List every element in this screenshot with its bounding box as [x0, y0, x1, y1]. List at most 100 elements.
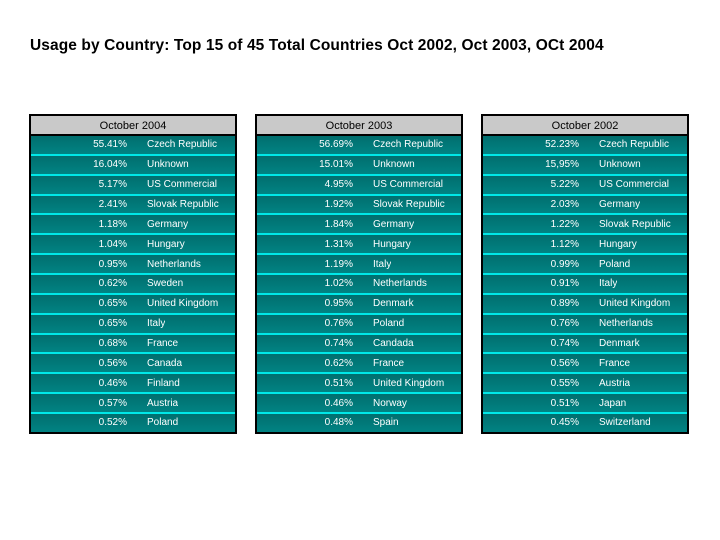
table-row: 0.68% France — [31, 334, 235, 355]
row-percent: 0.56% — [98, 357, 127, 369]
row-country: Czech Republic — [147, 139, 218, 151]
table-row: 0.55% Austria — [483, 374, 687, 395]
table-row: 0.99% Poland — [483, 255, 687, 276]
row-country: Canada — [147, 357, 183, 369]
row-percent: 0.62% — [324, 357, 353, 369]
row-percent: 1.22% — [550, 218, 579, 230]
table-row: 0.51% United Kingdom — [257, 374, 461, 395]
row-percent: 1.04% — [98, 238, 127, 250]
row-country: Netherlands — [147, 258, 201, 270]
row-percent: 1.92% — [324, 199, 353, 210]
row-country: United Kingdom — [373, 377, 445, 389]
table-row: 0.89% United Kingdom — [483, 294, 687, 315]
table-row: 0.91% Italy — [483, 275, 687, 295]
table-row: 2.03% Germany — [483, 195, 687, 216]
table-row: 1.31% Hungary — [257, 235, 461, 256]
page-title: Usage by Country: Top 15 of 45 Total Cou… — [30, 37, 604, 54]
usage-table-october-2002: October 2002 52.23% Czech Republic 15,95% U… — [481, 114, 689, 434]
table-row: 52.23% Czech Republic — [483, 136, 687, 156]
row-country: France — [373, 357, 405, 369]
row-country: Denmark — [373, 298, 414, 310]
row-percent: 0.46% — [98, 377, 127, 389]
row-country: Italy — [147, 318, 166, 330]
table-row: 15,95% Unknown — [483, 155, 687, 176]
tables-container: October 2004 55.41% Czech Republic 16.04% U… — [29, 114, 689, 434]
row-percent: 5.22% — [550, 179, 579, 191]
table-row: 0.95% Denmark — [257, 294, 461, 315]
row-percent: 0.76% — [550, 318, 579, 330]
row-percent: 0.65% — [98, 318, 127, 330]
row-country: Slovak Republic — [373, 199, 445, 210]
row-country: Czech Republic — [599, 139, 670, 151]
row-percent: 16.04% — [93, 159, 127, 171]
table-rows: 52.23% Czech Republic 15,95% Unknown 5.22% US… — [483, 136, 687, 432]
row-percent: 2.03% — [550, 199, 579, 210]
table-row: 0.57% Austria — [31, 394, 235, 415]
row-percent: 1.02% — [324, 278, 353, 290]
table-row: 0.74% Denmark — [483, 334, 687, 355]
row-percent: 0.95% — [98, 258, 127, 270]
row-country: Japan — [599, 397, 627, 409]
table-row: 2.41% Slovak Republic — [31, 195, 235, 216]
table-row: 0.76% Poland — [257, 314, 461, 335]
row-percent: 0.55% — [550, 377, 579, 389]
row-country: Netherlands — [599, 318, 653, 330]
table-row: 1.02% Netherlands — [257, 275, 461, 295]
row-country: Poland — [373, 318, 405, 330]
row-percent: 1.19% — [324, 258, 353, 270]
row-country: France — [147, 338, 179, 350]
row-percent: 0.45% — [550, 417, 579, 429]
row-country: Germany — [599, 199, 641, 210]
table-row: 1.18% Germany — [31, 215, 235, 236]
table-row: 1.84% Germany — [257, 215, 461, 236]
table-row: 0.65% United Kingdom — [31, 294, 235, 315]
row-country: Hungary — [599, 238, 637, 250]
row-percent: 0.74% — [550, 338, 579, 350]
table-row: 55.41% Czech Republic — [31, 136, 235, 156]
table-row: 0.56% Canada — [31, 354, 235, 375]
row-percent: 0.46% — [324, 397, 353, 409]
row-percent: 0.95% — [324, 298, 353, 310]
table-row: 0.76% Netherlands — [483, 314, 687, 335]
row-country: Unknown — [373, 159, 415, 171]
row-percent: 1.84% — [324, 218, 353, 230]
row-percent: 1.31% — [324, 238, 353, 250]
row-country: Hungary — [373, 238, 411, 250]
row-percent: 55.41% — [93, 139, 127, 151]
table-header: October 2002 — [483, 116, 687, 136]
row-percent: 0.76% — [324, 318, 353, 330]
table-row: 5.17% US Commercial — [31, 175, 235, 196]
table-row: 0.74% Candada — [257, 334, 461, 355]
row-country: Slovak Republic — [147, 199, 219, 210]
row-country: United Kingdom — [147, 298, 219, 310]
table-row: 1.04% Hungary — [31, 235, 235, 256]
row-country: Unknown — [147, 159, 189, 171]
row-percent: 0.68% — [98, 338, 127, 350]
row-country: Germany — [373, 218, 415, 230]
table-row: 0.62% France — [257, 354, 461, 375]
row-country: Finland — [147, 377, 180, 389]
table-row: 0.56% France — [483, 354, 687, 375]
row-country: US Commercial — [373, 179, 444, 191]
row-country: Italy — [599, 278, 618, 290]
row-country: Czech Republic — [373, 139, 444, 151]
table-header: October 2003 — [257, 116, 461, 136]
row-country: Sweden — [147, 278, 184, 290]
table-row: 1.12% Hungary — [483, 235, 687, 256]
row-country: Switzerland — [599, 417, 651, 429]
row-percent: 0.51% — [550, 397, 579, 409]
row-country: United Kingdom — [599, 298, 671, 310]
table-row: 0.51% Japan — [483, 394, 687, 415]
row-country: Hungary — [147, 238, 185, 250]
row-percent: 0.74% — [324, 338, 353, 350]
table-row: 0.48% Spain — [257, 414, 461, 432]
row-country: Italy — [373, 258, 392, 270]
row-percent: 4.95% — [324, 179, 353, 191]
row-country: Unknown — [599, 159, 641, 171]
row-percent: 56.69% — [319, 139, 353, 151]
table-rows: 56.69% Czech Republic 15.01% Unknown 4.95% US… — [257, 136, 461, 432]
row-country: Norway — [373, 397, 407, 409]
row-country: Denmark — [599, 338, 640, 350]
row-percent: 0.57% — [98, 397, 127, 409]
